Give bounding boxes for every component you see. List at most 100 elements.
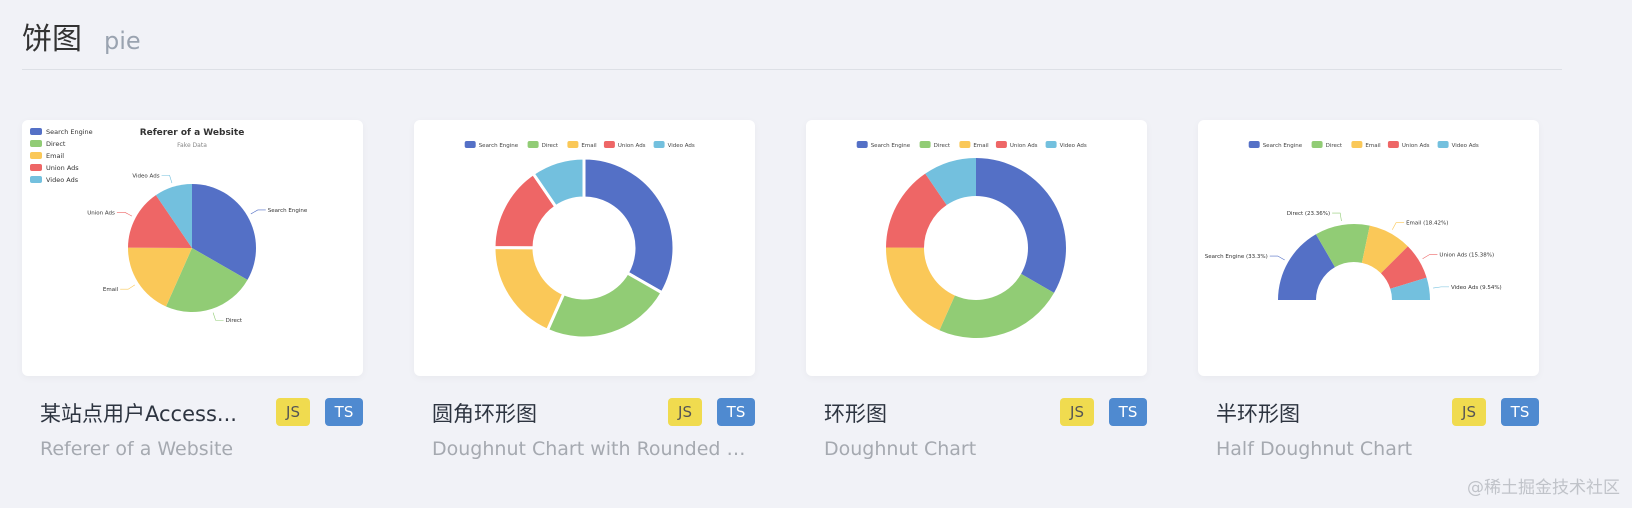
js-badge[interactable]: JS (1452, 398, 1486, 426)
legend-item[interactable]: Search Engine (46, 128, 93, 136)
slice-search-engine[interactable] (976, 158, 1066, 293)
example-card[interactable]: Search Engine Direct Email Union Ads Video A… (414, 120, 755, 460)
chart-preview[interactable]: Search Engine Direct Email Union Ads Video A… (1198, 120, 1539, 376)
slice-direct[interactable] (545, 271, 664, 340)
legend-item[interactable]: Direct (934, 143, 951, 149)
chart-preview[interactable]: Search Engine Direct Email Union Ads Video A… (22, 120, 363, 376)
legend-swatch[interactable] (30, 140, 42, 147)
label-line (161, 175, 173, 184)
slice-union-ads[interactable] (128, 195, 192, 248)
slice-search-engine[interactable] (582, 156, 676, 295)
legend-swatch[interactable] (995, 141, 1007, 148)
slice-label: Direct (226, 318, 243, 324)
legend-swatch[interactable] (919, 141, 931, 148)
slice-label: Video Ads (132, 173, 159, 179)
watermark: @稀土掘金技术社区 (1467, 478, 1620, 498)
label-line (212, 312, 224, 321)
ts-badge[interactable]: TS (325, 398, 363, 426)
legend-item[interactable]: Video Ads (668, 143, 695, 149)
slice-search-engine[interactable] (1278, 234, 1335, 300)
chart-svg: Search Engine Direct Email Union Ads Video A… (464, 141, 695, 340)
ts-badge[interactable]: TS (1501, 398, 1539, 426)
legend-swatch[interactable] (1045, 141, 1057, 148)
legend-swatch[interactable] (30, 128, 42, 135)
card-title[interactable]: 环形图 (824, 402, 887, 426)
legend-item[interactable]: Email (581, 143, 597, 149)
slice-video-ads[interactable] (925, 158, 976, 206)
slice-direct[interactable] (939, 273, 1055, 338)
legend-item[interactable]: Search Engine (1263, 143, 1303, 149)
legend-swatch[interactable] (30, 152, 42, 159)
chart-svg: Search Engine Direct Email Union Ads Video A… (1205, 141, 1502, 300)
js-badge[interactable]: JS (1060, 398, 1094, 426)
legend-item[interactable]: Email (46, 152, 64, 160)
example-card[interactable]: Search Engine Direct Email Union Ads Video A… (22, 120, 363, 460)
legend-item[interactable]: Union Ads (1402, 143, 1430, 149)
js-badge[interactable]: JS (276, 398, 310, 426)
slice-label: Direct (23.36%) (1287, 211, 1330, 217)
card-subtitle: Referer of a Website (40, 438, 234, 460)
legend-item[interactable]: Union Ads (618, 143, 646, 149)
label-line (1422, 254, 1438, 260)
legend-item[interactable]: Video Ads (1452, 143, 1479, 149)
legend-swatch[interactable] (567, 141, 579, 148)
legend-item[interactable]: Union Ads (1010, 143, 1038, 149)
section-subtitle: pie (104, 27, 141, 55)
ts-badge[interactable]: TS (1109, 398, 1147, 426)
legend-swatch[interactable] (959, 141, 971, 148)
card-title[interactable]: 半环形图 (1216, 402, 1300, 426)
legend-swatch[interactable] (464, 141, 476, 148)
legend-swatch[interactable] (653, 141, 665, 148)
legend-item[interactable]: Search Engine (479, 143, 519, 149)
legend-swatch[interactable] (856, 141, 868, 148)
legend-swatch[interactable] (1437, 141, 1449, 148)
slice-search-engine[interactable] (192, 184, 256, 280)
legend-swatch[interactable] (1351, 141, 1363, 148)
chart-preview[interactable]: Search Engine Direct Email Union Ads Video A… (414, 120, 755, 376)
slice-union-ads[interactable] (1380, 246, 1427, 289)
slice-direct[interactable] (166, 248, 248, 312)
legend-item[interactable]: Search Engine (871, 143, 911, 149)
legend-swatch[interactable] (30, 176, 42, 183)
legend-item[interactable]: Union Ads (46, 164, 79, 172)
legend-swatch[interactable] (603, 141, 615, 148)
legend-item[interactable]: Direct (46, 140, 66, 148)
slice-email[interactable] (1361, 225, 1408, 274)
legend-swatch[interactable] (527, 141, 539, 148)
legend-item[interactable]: Video Ads (1060, 143, 1087, 149)
slice-video-ads[interactable] (155, 184, 192, 248)
legend-item[interactable]: Email (973, 143, 989, 149)
chart-preview[interactable]: Search Engine Direct Email Union Ads Video A… (806, 120, 1147, 376)
slice-label: Union Ads (87, 210, 115, 216)
label-line (1391, 222, 1405, 230)
js-badge[interactable]: JS (668, 398, 702, 426)
label-line (1269, 255, 1285, 261)
slice-label: Email (18.42%) (1406, 221, 1448, 227)
legend-swatch[interactable] (30, 164, 42, 171)
legend-swatch[interactable] (1387, 141, 1399, 148)
legend-swatch[interactable] (1248, 141, 1260, 148)
legend-swatch[interactable] (1311, 141, 1323, 148)
label-line (250, 209, 266, 215)
legend-item[interactable]: Direct (1326, 143, 1343, 149)
label-line (120, 284, 136, 290)
example-card[interactable]: Search Engine Direct Email Union Ads Video A… (1198, 120, 1539, 460)
slice-direct[interactable] (1315, 224, 1370, 268)
slice-label: Search Engine (33.3%) (1205, 254, 1268, 260)
card-title[interactable]: 圆角环形图 (432, 402, 537, 426)
label-line (116, 212, 133, 217)
slice-video-ads[interactable] (531, 156, 586, 209)
slice-email[interactable] (128, 247, 192, 307)
legend-item[interactable]: Video Ads (46, 176, 79, 184)
slice-union-ads[interactable] (886, 173, 947, 248)
slice-email[interactable] (886, 247, 955, 331)
ts-badge[interactable]: TS (717, 398, 755, 426)
card-title[interactable]: 某站点用户Access... (40, 402, 237, 426)
slice-video-ads[interactable] (1390, 277, 1430, 300)
legend-item[interactable]: Direct (542, 143, 559, 149)
example-card[interactable]: Search Engine Direct Email Union Ads Video A… (806, 120, 1147, 460)
section-header: 饼图 pie (22, 14, 141, 58)
legend-item[interactable]: Email (1365, 143, 1381, 149)
divider (22, 69, 1562, 70)
slice-email[interactable] (492, 246, 566, 332)
